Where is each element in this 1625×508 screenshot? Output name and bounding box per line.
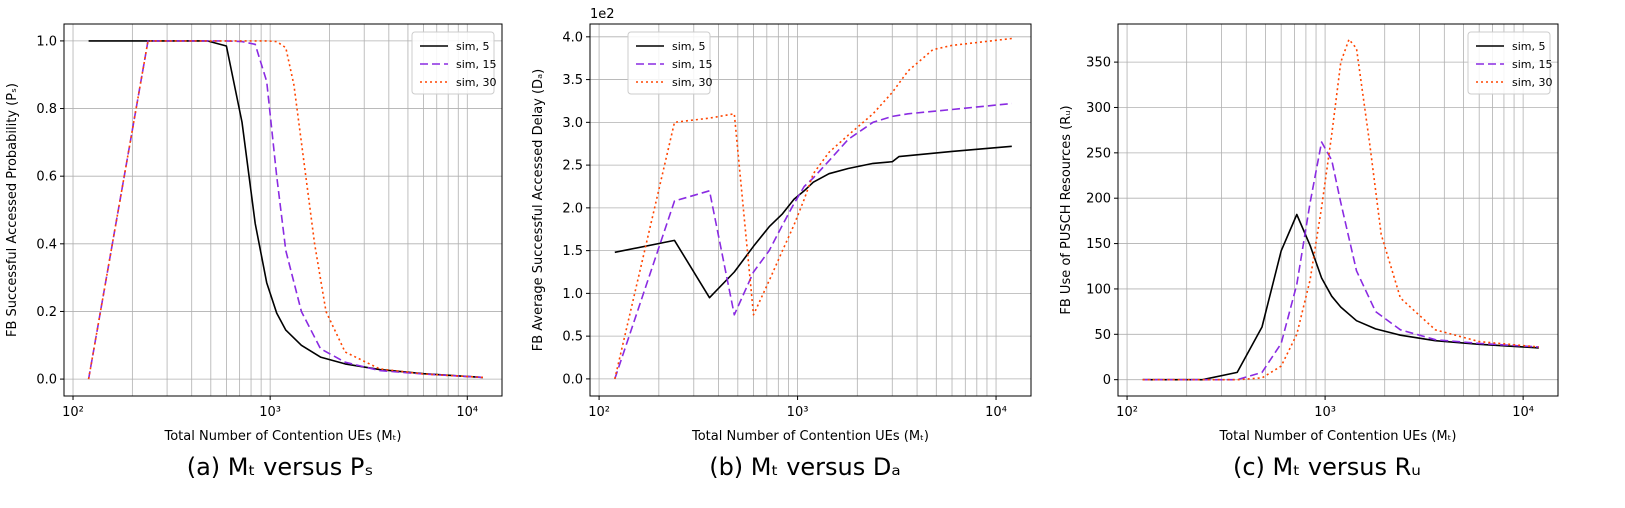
y-tick-label: 3.5 <box>562 73 583 88</box>
legend: sim, 5 sim, 15 sim, 30 <box>627 31 713 95</box>
y-tick-label: 350 <box>1086 56 1111 71</box>
series-line-sim-30 <box>87 40 483 380</box>
series-line-sim-5 <box>1142 213 1539 381</box>
series-group <box>1142 38 1539 381</box>
legend-label: sim, 15 <box>672 58 713 71</box>
y-tick-label: 50 <box>1094 328 1111 343</box>
series-line-sim-30 <box>1142 38 1539 381</box>
y-tick-label: 0 <box>1103 373 1111 388</box>
x-tick-label: 10⁴ <box>985 405 1007 420</box>
y-tick-label: 1.0 <box>562 287 583 302</box>
series-line-sim-5 <box>614 145 1012 299</box>
x-tick-label: 10³ <box>259 405 281 420</box>
y-tick-label: 0.5 <box>562 330 583 345</box>
y-tick-label: 1.0 <box>36 34 57 49</box>
y-tick-label: 2.0 <box>562 201 583 216</box>
legend-label: sim, 5 <box>1512 40 1546 53</box>
panel-caption: (c) Mₜ versus Rᵤ <box>1233 453 1421 481</box>
y-tick-label: 0.6 <box>36 170 57 185</box>
legend-label: sim, 30 <box>672 76 713 89</box>
y-tick-label: 200 <box>1086 192 1111 207</box>
y-axis-label: FB Successful Accessed Probability (Pₛ) <box>5 83 20 337</box>
panel-caption: (a) Mₜ versus Pₛ <box>187 453 374 481</box>
y-tick-label: 2.5 <box>562 159 583 174</box>
x-tick-label: 10³ <box>1314 405 1336 420</box>
x-tick-label: 10² <box>62 405 84 420</box>
chart-panel-2: 0.0 0.5 1.0 1.5 2.0 2.5 3.0 3.5 4.0 10² 10³ 10⁴ sim,… <box>531 7 1032 481</box>
series-group <box>87 40 483 380</box>
x-tick-label: 10³ <box>787 405 809 420</box>
series-line-sim-15 <box>1142 141 1539 381</box>
panel-caption: (b) Mₜ versus Dₐ <box>709 453 901 481</box>
x-tick-label: 10² <box>1116 405 1138 420</box>
x-tick-label: 10⁴ <box>1512 405 1534 420</box>
x-tick-label: 10⁴ <box>456 405 478 420</box>
y-tick-label: 250 <box>1086 146 1111 161</box>
y-tick-label: 150 <box>1086 237 1111 252</box>
y-tick-label: 0.2 <box>36 305 57 320</box>
y-tick-label: 0.0 <box>36 373 57 388</box>
legend-label: sim, 5 <box>456 40 490 53</box>
x-axis-label: Total Number of Contention UEs (Mₜ) <box>691 429 929 444</box>
y-tick-label: 100 <box>1086 282 1111 297</box>
x-axis-label: Total Number of Contention UEs (Mₜ) <box>164 429 402 444</box>
series-line-sim-30 <box>614 37 1012 380</box>
y-tick-label: 3.0 <box>562 116 583 131</box>
y-offset-label: 1e2 <box>590 7 615 22</box>
legend-label: sim, 5 <box>672 40 706 53</box>
legend-label: sim, 15 <box>456 58 497 71</box>
grid <box>1117 24 1558 396</box>
series-line-sim-15 <box>614 102 1012 380</box>
y-tick-label: 4.0 <box>562 30 583 45</box>
legend-label: sim, 30 <box>1512 76 1553 89</box>
grid <box>63 24 502 396</box>
y-tick-label: 0.8 <box>36 102 57 117</box>
legend-label: sim, 15 <box>1512 58 1553 71</box>
legend-label: sim, 30 <box>456 76 497 89</box>
x-tick-label: 10² <box>588 405 610 420</box>
y-tick-label: 300 <box>1086 101 1111 116</box>
chart-panel-1: 0.0 0.2 0.4 0.6 0.8 1.0 10² 10³ 10⁴ sim, 5 sim, 15… <box>5 23 503 481</box>
y-tick-label: 0.0 <box>562 372 583 387</box>
y-tick-label: 0.4 <box>36 237 57 252</box>
y-tick-label: 1.5 <box>562 244 583 259</box>
axes-frame <box>1117 23 1559 397</box>
legend-box <box>627 31 711 95</box>
y-axis-label: FB Average Successful Accessed Delay (Dₐ… <box>531 69 546 351</box>
x-axis-label: Total Number of Contention UEs (Mₜ) <box>1219 429 1457 444</box>
legend-box <box>411 31 495 95</box>
legend: sim, 5 sim, 15 sim, 30 <box>411 31 497 95</box>
legend-box <box>1467 31 1551 95</box>
legend: sim, 5 sim, 15 sim, 30 <box>1467 31 1553 95</box>
y-axis-label: FB Use of PUSCH Resources (Rᵤ) <box>1059 105 1074 314</box>
series-group <box>614 37 1012 380</box>
axes-frame <box>63 23 503 397</box>
axes-frame <box>589 23 1032 397</box>
